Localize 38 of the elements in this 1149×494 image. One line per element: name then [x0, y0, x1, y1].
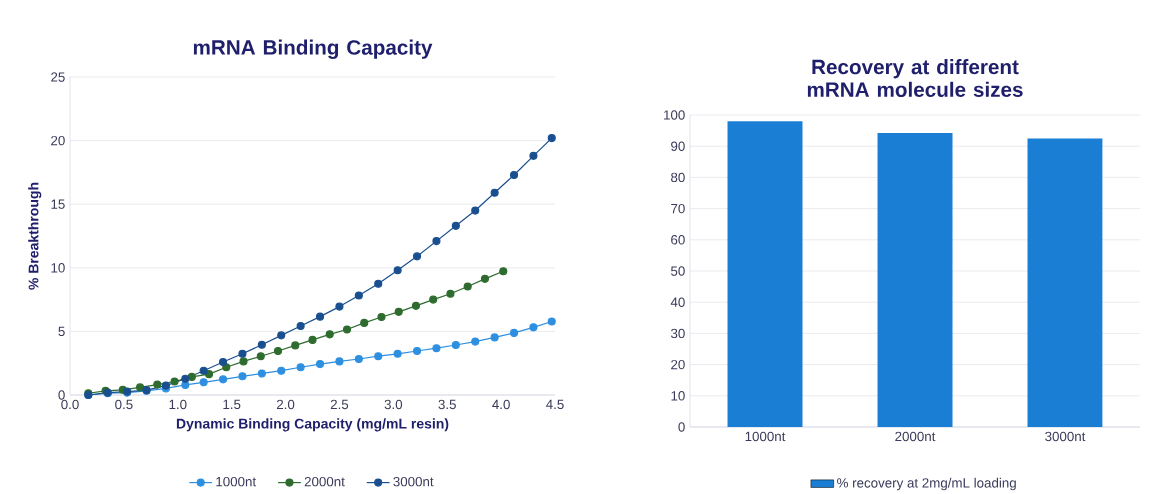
y-tick-label: 100: [664, 110, 685, 120]
y-tick-label: 10: [671, 391, 685, 401]
legend-label: 2000nt: [304, 476, 345, 487]
chart-title: mRNA Binding Capacity: [193, 39, 433, 59]
y-tick-label: 20: [671, 359, 685, 370]
y-tick-label: 15: [51, 199, 65, 209]
y-tick-label: 80: [671, 172, 685, 183]
x-tick-label: 2.0: [276, 399, 295, 410]
y-tick-label: 5: [58, 326, 65, 337]
x-tick-label: 0.5: [115, 399, 133, 410]
x-axis-title: Dynamic Binding Capacity (mg/mL resin): [176, 418, 449, 432]
y-tick-label: 0: [678, 422, 685, 432]
legend-label: 3000nt: [393, 476, 434, 487]
x-tick-label: 3.5: [438, 399, 456, 410]
y-tick-label: 60: [671, 235, 685, 245]
y-tick-label: 20: [51, 135, 65, 146]
y-tick-label: 40: [670, 297, 685, 307]
y-tick-label: 30: [670, 328, 685, 339]
chart-title: Recovery at different mRNA molecule sizes: [807, 59, 1023, 97]
y-tick-label: 70: [671, 203, 685, 214]
y-tick-label: 10: [51, 263, 65, 273]
y-tick-label: 90: [671, 141, 685, 151]
x-tick-label: 4.0: [492, 399, 510, 410]
x-tick-label: 1000nt: [745, 431, 786, 442]
x-tick-label: 2000nt: [895, 431, 936, 442]
x-tick-label: 0.0: [61, 399, 79, 410]
x-tick-label: 2.5: [330, 399, 349, 410]
x-tick-label: 1.0: [169, 399, 187, 410]
x-tick-label: 3.0: [384, 399, 403, 410]
legend-label: % recovery at 2mg/mL loading: [837, 477, 1016, 491]
x-tick-label: 3000nt: [1045, 431, 1086, 442]
x-tick-label: 1.5: [223, 399, 241, 410]
y-axis-title: % Breakthrough: [28, 182, 42, 290]
y-tick-label: 0: [58, 390, 65, 400]
x-tick-label: 4.5: [546, 399, 564, 410]
y-tick-label: 25: [51, 72, 65, 82]
y-tick-label: 50: [671, 266, 685, 276]
legend-label: 1000nt: [216, 476, 257, 487]
